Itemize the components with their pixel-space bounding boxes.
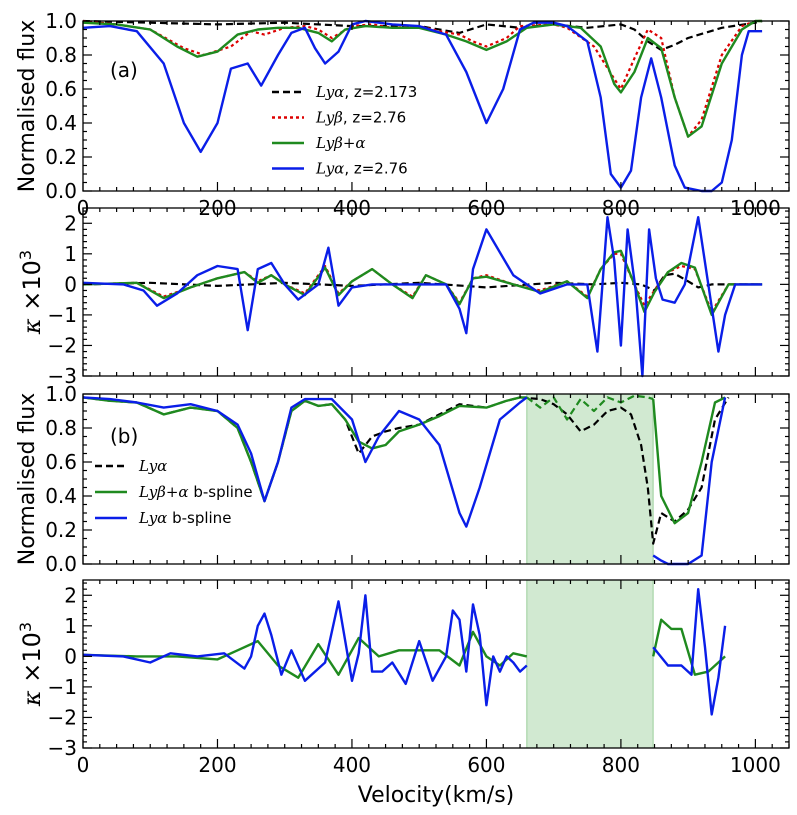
panel-a-flux-frame bbox=[82, 20, 790, 192]
panel-b-flux: 0.0 0.2 0.4 0.6 0.8 1.0 Normalised flux (b) L… bbox=[15, 382, 790, 576]
x-tick-label: 600 bbox=[467, 753, 505, 777]
kappa-exponent: 3 bbox=[16, 622, 35, 632]
y-tick-label: 1.0 bbox=[45, 9, 77, 33]
panel-b-kappa: 0 200 400 600 800 1000 −3 −2 −1 0 1 2 κ ×103 bbox=[16, 579, 790, 777]
series-line-1 bbox=[82, 396, 527, 503]
y-tick-label: 0.6 bbox=[45, 450, 77, 474]
series-line-0 bbox=[82, 396, 730, 545]
series-line-3 bbox=[652, 588, 727, 716]
series-line-3 bbox=[82, 19, 763, 193]
legend-label: Lyα b-spline bbox=[138, 509, 231, 527]
masked-region bbox=[526, 579, 654, 749]
legend-label: Lyα bbox=[138, 457, 167, 475]
legend-label: Lyα, z=2.76 bbox=[315, 160, 408, 178]
y-tick-label: 0.8 bbox=[45, 416, 77, 440]
x-tick-label: 200 bbox=[198, 753, 236, 777]
kappa-scale: ×10 bbox=[18, 632, 46, 690]
y-tick-label: 0.6 bbox=[45, 77, 77, 101]
y-tick-label: 0.0 bbox=[45, 552, 77, 576]
y-tick-label: −1 bbox=[48, 303, 77, 327]
y-tick-label: 1.0 bbox=[45, 382, 77, 406]
kappa-symbol: κ bbox=[18, 318, 46, 335]
series-line-2 bbox=[82, 19, 763, 138]
y-tick-label: −2 bbox=[48, 333, 77, 357]
legend-label: Lyβ+α b-spline bbox=[138, 483, 253, 501]
y-tick-label: −1 bbox=[48, 675, 77, 699]
y-tick-label: −3 bbox=[48, 364, 77, 388]
y-tick-label: −3 bbox=[48, 736, 77, 760]
x-tick-label: 0 bbox=[77, 753, 90, 777]
panel-b-tag: (b) bbox=[110, 424, 138, 448]
panel-a-flux-ylabel: Normalised flux bbox=[15, 20, 40, 193]
y-tick-label: 0.0 bbox=[45, 179, 77, 203]
legend-label: Lyβ, z=2.76 bbox=[315, 109, 406, 127]
y-tick-label: −2 bbox=[48, 705, 77, 729]
kappa-exponent: 3 bbox=[16, 250, 35, 260]
x-tick-label: 1000 bbox=[730, 753, 781, 777]
y-tick-label: 0.4 bbox=[45, 484, 77, 508]
y-tick-label: 0 bbox=[64, 272, 77, 296]
x-tick-label: 800 bbox=[602, 753, 640, 777]
series-line-1 bbox=[652, 618, 726, 676]
y-tick-label: 0.2 bbox=[45, 145, 77, 169]
x-tick-label: 400 bbox=[333, 753, 371, 777]
y-tick-label: 2 bbox=[64, 583, 77, 607]
panel-b-flux-frame bbox=[82, 393, 790, 565]
series-line-2 bbox=[82, 249, 763, 317]
y-tick-label: 0 bbox=[64, 644, 77, 668]
legend-label: Lyα, z=2.173 bbox=[315, 83, 417, 101]
y-tick-label: 0.4 bbox=[45, 111, 77, 135]
series-line-2 bbox=[82, 594, 528, 707]
masked-region bbox=[526, 393, 654, 565]
series-line-4 bbox=[82, 396, 528, 528]
series-line-3 bbox=[82, 215, 763, 378]
series-line-2 bbox=[526, 394, 654, 421]
kappa-symbol: κ bbox=[18, 690, 46, 707]
panel-a-legend: Lyα, z=2.173 Lyβ, z=2.76 Lyβ+α Lyα, z=2.76 bbox=[272, 83, 417, 178]
panel-b-flux-ylabel: Normalised flux bbox=[15, 393, 40, 566]
y-tick-label: 0.8 bbox=[45, 43, 77, 67]
y-tick-label: 1 bbox=[64, 242, 77, 266]
legend-label: Lyβ+α bbox=[315, 134, 366, 152]
series-line-1 bbox=[82, 19, 763, 138]
panel-b-kappa-ylabel: κ ×103 bbox=[16, 622, 46, 707]
y-tick-label: 1 bbox=[64, 614, 77, 638]
series-line-3 bbox=[652, 396, 726, 525]
panel-b-legend: Lyα Lyβ+α b-spline Lyα b-spline bbox=[95, 457, 253, 527]
kappa-scale: ×10 bbox=[18, 260, 46, 318]
panel-a-tag: (a) bbox=[110, 58, 138, 82]
y-tick-label: 2 bbox=[64, 211, 77, 235]
series-line-0 bbox=[82, 19, 763, 52]
panel-b-kappa-frame bbox=[82, 579, 790, 749]
panel-a-kappa-ylabel: κ ×103 bbox=[16, 250, 46, 335]
x-axis-label: Velocity(km/s) bbox=[358, 783, 515, 808]
y-tick-label: 0.2 bbox=[45, 518, 77, 542]
panel-a-kappa: −3 −2 −1 0 1 2 κ ×103 bbox=[16, 207, 790, 388]
series-line-0 bbox=[82, 630, 528, 679]
panel-a-kappa-frame bbox=[82, 207, 790, 377]
